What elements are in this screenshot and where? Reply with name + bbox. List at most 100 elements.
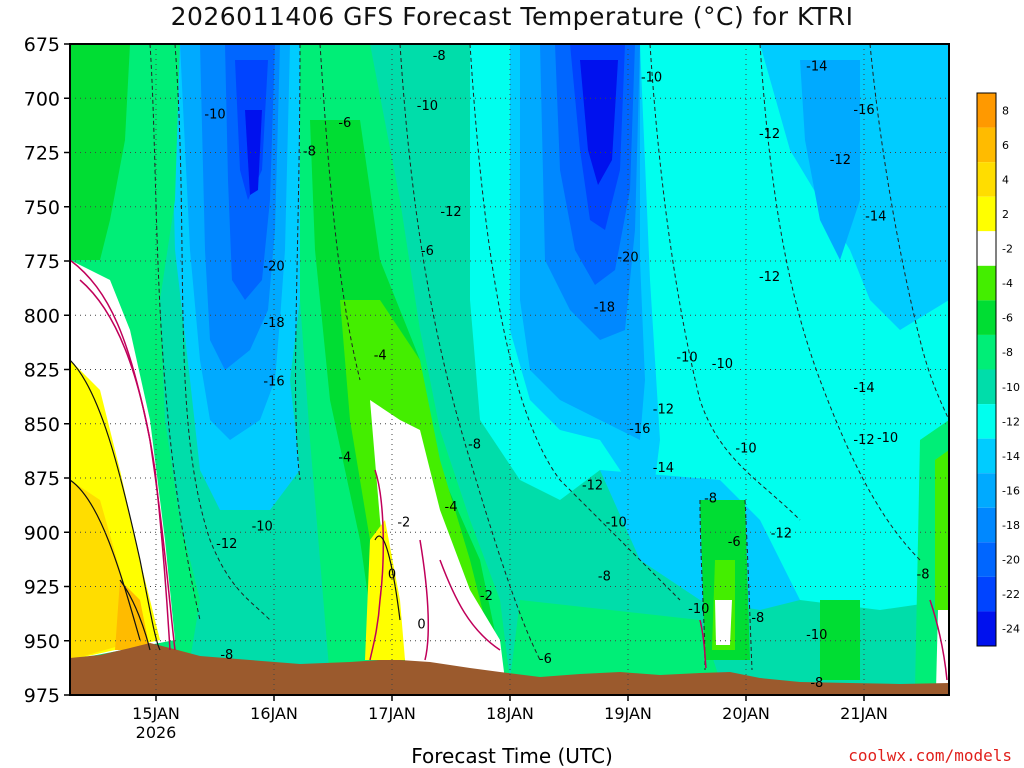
contour-label: -14 (806, 60, 827, 75)
contour-lines (149, 44, 949, 671)
y-tick-label: 675 (24, 34, 60, 56)
contour-label: -8 (220, 648, 233, 663)
legend-label: 8 (1002, 104, 1009, 117)
color-legend: 8 6 4 2 -2 -4 -6 -8 -10 -12 -14 -16 -18 -20 -22 -24 (976, 92, 1020, 647)
contour-label: -18 (263, 316, 284, 331)
legend-frame (976, 92, 997, 647)
contour-label: -8 (303, 144, 316, 159)
contour-label: -8 (598, 570, 611, 585)
legend-swatch (977, 231, 996, 266)
contour-label: -12 (771, 526, 792, 541)
legend-label: -12 (1002, 415, 1020, 428)
legend-label: 2 (1002, 208, 1009, 221)
terrain-surface (70, 643, 949, 695)
contour-label: -10 (606, 515, 627, 530)
contour-label: -8 (433, 49, 446, 64)
legend-swatch (977, 404, 996, 439)
contour-label: -12 (653, 403, 674, 418)
legend-label: -10 (1002, 381, 1020, 394)
x-tick-label: 16JAN (250, 704, 298, 723)
legend-label: -8 (1002, 346, 1013, 359)
y-tick-label: 850 (24, 414, 60, 436)
legend-swatch (977, 542, 996, 577)
legend-swatch (977, 127, 996, 163)
contour-label: -12 (582, 479, 603, 494)
contour-label: -14 (865, 209, 886, 224)
contour-label: -12 (853, 433, 874, 448)
contour-label: -20 (617, 251, 638, 266)
legend-swatch (977, 300, 996, 335)
contour-label: -8 (751, 611, 764, 626)
legend-swatch (977, 196, 996, 232)
credit-text: coolwx.com/models (848, 746, 1012, 765)
contour-label: -8 (917, 567, 930, 582)
contour-label: -12 (759, 127, 780, 142)
contour-label: -6 (421, 244, 434, 259)
contour-label: -16 (263, 374, 284, 389)
y-tick-label: 750 (24, 197, 60, 219)
legend-swatch (977, 93, 996, 128)
contour-label: -2 (480, 589, 493, 604)
legend-label: -14 (1002, 450, 1020, 463)
contour-label: -12 (440, 205, 461, 220)
legend-label: -6 (1002, 312, 1013, 325)
legend-swatch (977, 611, 996, 646)
contour-label: -8 (704, 492, 717, 507)
legend-label: -18 (1002, 519, 1020, 532)
contour-label: -2 (397, 515, 410, 530)
contour-label: -6 (338, 116, 351, 131)
contour-label: -10 (688, 602, 709, 617)
warm-contours (70, 359, 401, 651)
contour-label: -10 (641, 71, 662, 86)
year-label: 2026 (136, 723, 177, 742)
y-axis: 675 700 725 750 775 800 825 850 875 900 925 950 975 (24, 34, 70, 707)
contour-label: -16 (629, 422, 650, 437)
contour-label: -20 (263, 259, 284, 274)
contour-label: -10 (806, 628, 827, 643)
contour-labels: -10-8-6-8-10-12-10-14-16-12-12-14-20-18-… (204, 49, 929, 691)
y-tick-label: 900 (24, 522, 60, 544)
y-tick-label: 825 (24, 360, 60, 382)
y-tick-label: 875 (24, 468, 60, 490)
contour-label: -10 (877, 431, 898, 446)
legend-label: -16 (1002, 484, 1020, 497)
contour-label: 0 (388, 567, 396, 582)
legend-swatch (977, 473, 996, 508)
legend-swatch (977, 576, 996, 612)
contour-label: -18 (594, 301, 615, 316)
legend-label: -2 (1002, 243, 1013, 256)
contour-label: -4 (374, 348, 387, 363)
x-tick-label: 19JAN (604, 704, 652, 723)
contour-label: -10 (252, 520, 273, 535)
contour-label: -12 (759, 270, 780, 285)
y-tick-label: 800 (24, 305, 60, 327)
contour-label: -12 (830, 153, 851, 168)
contour-label: -16 (853, 103, 874, 118)
legend-label: -20 (1002, 554, 1020, 567)
legend-label: -24 (1002, 623, 1020, 636)
contour-label: -4 (445, 500, 458, 515)
y-tick-label: 950 (24, 631, 60, 653)
contour-label: -8 (468, 437, 481, 452)
contour-label: 0 (417, 617, 425, 632)
y-tick-label: 700 (24, 88, 60, 110)
x-axis-label: Forecast Time (UTC) (411, 744, 613, 768)
legend-swatch (977, 334, 996, 370)
contour-label: -6 (728, 535, 741, 550)
legend-swatch (977, 438, 996, 474)
contour-label: -14 (853, 381, 874, 396)
y-tick-label: 775 (24, 251, 60, 273)
x-axis: 15JAN 16JAN 17JAN 18JAN 19JAN 20JAN 21JAN 2026 (132, 695, 888, 742)
y-tick-label: 925 (24, 577, 60, 599)
contour-label: -6 (539, 652, 552, 667)
contour-label: -10 (735, 442, 756, 457)
chart-title: 2026011406 GFS Forecast Temperature (°C)… (170, 2, 854, 31)
y-tick-label: 975 (24, 685, 60, 707)
zero-contours (70, 259, 948, 681)
grid-lines (70, 44, 949, 695)
contour-label: -10 (676, 350, 697, 365)
legend-swatch (977, 265, 996, 301)
contour-label: -10 (712, 357, 733, 372)
legend-swatch (977, 162, 996, 197)
